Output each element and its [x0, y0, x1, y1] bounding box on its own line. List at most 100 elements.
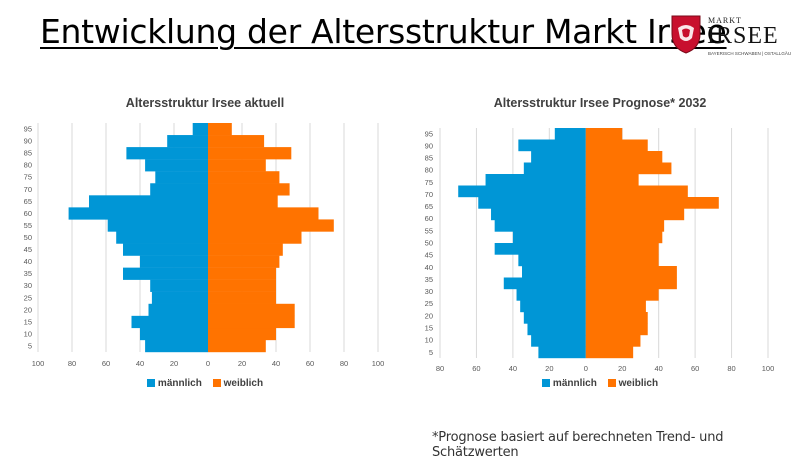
x-tick-label: 60	[306, 359, 314, 368]
x-tick-label: 100	[372, 359, 385, 368]
y-tick-label: 5	[28, 341, 32, 350]
x-tick-label: 80	[727, 364, 735, 373]
legend-item-weiblich: weiblich	[607, 378, 658, 389]
x-tick-label: 40	[272, 359, 280, 368]
legend-item-weiblich: weiblich	[212, 378, 264, 389]
legend-swatch-maennlich	[146, 379, 155, 387]
y-tick-label: 55	[24, 221, 32, 230]
chart-title: Altersstruktur Irsee Prognose* 2032	[493, 96, 707, 110]
bar-weiblich	[208, 315, 295, 329]
legend-label-weiblich: weiblich	[223, 378, 264, 389]
bar-maennlich	[155, 171, 208, 184]
bar-maennlich	[116, 231, 208, 244]
bar-maennlich	[167, 135, 208, 148]
bar-weiblich	[585, 243, 659, 255]
y-tick-label: 45	[24, 245, 32, 254]
bar-maennlich	[522, 266, 586, 278]
bar-maennlich	[485, 174, 586, 186]
y-tick-label: 80	[425, 166, 433, 175]
bar-weiblich	[585, 335, 641, 347]
y-tick-label: 50	[425, 239, 433, 248]
bar-weiblich	[208, 327, 276, 341]
bar-weiblich	[585, 266, 677, 278]
bar-maennlich	[520, 300, 586, 313]
y-tick-label: 75	[24, 173, 32, 182]
footnote: *Prognose basiert auf berechneten Trend-…	[432, 430, 724, 460]
y-tick-label: 10	[425, 336, 433, 345]
bar-maennlich	[554, 128, 586, 140]
bar-weiblich	[585, 323, 648, 336]
x-tick-label: 100	[32, 359, 45, 368]
y-tick-label: 20	[24, 305, 32, 314]
y-tick-label: 20	[425, 311, 433, 320]
bar-weiblich	[585, 197, 719, 209]
y-tick-label: 60	[24, 209, 32, 218]
y-tick-label: 25	[425, 299, 433, 308]
bar-weiblich	[585, 220, 665, 232]
bar-weiblich	[208, 183, 290, 196]
y-tick-label: 15	[425, 323, 433, 332]
y-tick-label: 70	[425, 190, 433, 199]
y-tick-label: 50	[24, 233, 32, 242]
bar-maennlich	[145, 339, 208, 353]
legend-item-maennlich: männlich	[146, 378, 202, 389]
bar-maennlich	[527, 323, 586, 336]
markt-irsee-logo: MARKT IRSEE BAYERISCH SCHWABEN | OSTALLG…	[670, 14, 795, 66]
bar-maennlich	[458, 185, 586, 198]
y-tick-label: 85	[24, 149, 32, 158]
bar-maennlich	[518, 254, 586, 267]
bar-weiblich	[585, 185, 688, 198]
bar-weiblich	[208, 207, 319, 220]
bar-maennlich	[151, 291, 208, 304]
x-tick-label: 20	[618, 364, 626, 373]
y-tick-label: 70	[24, 185, 32, 194]
bar-maennlich	[531, 335, 586, 347]
pyramid-plot: 100 80 60 40 20 0 20 40 60 80 10051015202530354045…	[24, 123, 385, 368]
bar-maennlich	[516, 289, 586, 301]
bar-weiblich	[208, 291, 276, 304]
pyramid-plot: 80 60 40 20 0 20 40 60 80 100 5 10 15 20 25 30 35 40 45 50 5…	[425, 128, 774, 373]
bar-maennlich	[512, 231, 586, 244]
bar-maennlich	[531, 151, 586, 163]
bar-weiblich	[585, 300, 646, 313]
x-tick-label: 40	[509, 364, 517, 373]
x-tick-label: 20	[238, 359, 246, 368]
bar-weiblich	[208, 123, 232, 136]
y-tick-label: 25	[24, 293, 32, 302]
y-tick-label: 65	[24, 197, 32, 206]
legend-label-maennlich: männlich	[157, 378, 202, 389]
bar-maennlich	[518, 139, 586, 152]
y-tick-label: 30	[24, 281, 32, 290]
bar-weiblich	[208, 255, 280, 268]
bar-weiblich	[208, 219, 334, 232]
y-tick-label: 5	[429, 348, 433, 357]
y-tick-label: 85	[425, 154, 433, 163]
y-tick-label: 55	[425, 226, 433, 235]
y-tick-label: 10	[24, 329, 32, 338]
x-tick-label: 60	[472, 364, 480, 373]
bar-weiblich	[585, 208, 685, 221]
y-tick-label: 30	[425, 287, 433, 296]
y-tick-label: 35	[425, 275, 433, 284]
bar-weiblich	[585, 231, 663, 244]
y-tick-label: 75	[425, 178, 433, 187]
bar-maennlich	[538, 346, 586, 359]
y-tick-label: 95	[425, 129, 433, 138]
legend: männlich weiblich	[405, 378, 795, 389]
legend: männlich weiblich	[10, 378, 400, 389]
bar-maennlich	[126, 147, 208, 160]
bar-maennlich	[491, 208, 586, 221]
bar-maennlich	[123, 243, 208, 256]
chart-aktuell: Altersstruktur Irsee aktuell 100 80 60 40 20…	[10, 90, 400, 400]
x-tick-label: 0	[206, 359, 210, 368]
x-tick-label: 60	[102, 359, 110, 368]
bar-weiblich	[585, 277, 677, 290]
bar-weiblich	[585, 139, 648, 152]
bar-weiblich	[208, 267, 276, 280]
bar-weiblich	[208, 339, 266, 353]
y-tick-label: 90	[425, 141, 433, 150]
bar-weiblich	[208, 135, 265, 148]
logo-text-markt: MARKT	[708, 16, 742, 25]
legend-item-maennlich: männlich	[541, 378, 597, 389]
bar-maennlich	[494, 220, 586, 232]
